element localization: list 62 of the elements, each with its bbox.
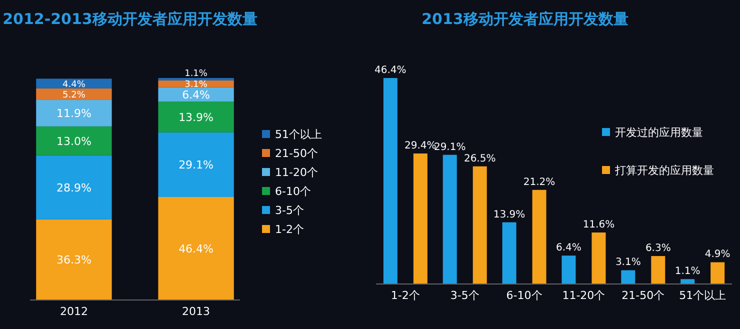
legend-label: 11-20个 [275, 166, 318, 179]
bar [710, 262, 725, 284]
x-tick-label: 51个以上 [679, 289, 726, 302]
data-label: 11.6% [582, 220, 615, 230]
data-label: 26.5% [464, 153, 496, 164]
data-label: 28.9% [56, 181, 92, 194]
legend-label: 1-2个 [275, 223, 304, 236]
bar [621, 270, 636, 284]
bar [158, 80, 234, 88]
legend-label: 6-10个 [275, 185, 311, 198]
bar [562, 256, 576, 284]
bar [158, 102, 234, 132]
x-tick-label: 3-5个 [450, 289, 480, 302]
data-label: 3.1% [615, 257, 641, 268]
legend-label: 21-50个 [275, 147, 318, 160]
data-label: 3.1% [184, 80, 208, 90]
bar [680, 279, 695, 284]
data-label: 5.2% [62, 90, 86, 100]
bar [36, 78, 112, 88]
bar [532, 190, 546, 284]
legend-label: 打算开发的应用数量 [614, 164, 714, 177]
data-label: 1.1% [674, 266, 700, 278]
x-tick-label: 2012 [60, 305, 88, 318]
legend-label: 3-5个 [275, 204, 304, 217]
x-tick-label: 21-50个 [622, 289, 665, 302]
x-tick-label: 11-20个 [562, 289, 606, 302]
data-label: 13.9% [493, 209, 526, 220]
data-label: 13.0% [56, 134, 92, 148]
x-tick-label: 2013 [182, 305, 210, 318]
data-label: 46.4% [374, 65, 406, 76]
chart-title: 2013移动开发者应用开发数量 [422, 10, 628, 28]
bar [36, 88, 112, 100]
x-tick-label: 6-10个 [506, 289, 542, 302]
bar [383, 78, 398, 284]
bar [36, 100, 112, 126]
bar [442, 154, 457, 284]
bar [36, 219, 112, 300]
data-label: 29.1% [178, 158, 214, 172]
data-label: 36.3% [56, 254, 92, 267]
bar [158, 132, 234, 197]
data-label: 46.4% [178, 242, 214, 256]
data-label: 21.2% [523, 176, 556, 188]
bar [472, 166, 487, 284]
data-label: 6.3% [645, 243, 671, 254]
legend-label: 51个以上 [275, 128, 322, 141]
x-tick-label: 1-2个 [390, 289, 420, 302]
bar [36, 126, 112, 156]
bar [651, 256, 666, 284]
bar [502, 222, 516, 284]
data-label: 4.9% [704, 249, 730, 260]
data-label: 6.4% [556, 242, 582, 254]
bar [413, 153, 428, 284]
data-label: 13.9% [178, 110, 214, 124]
data-label: 1.1% [184, 69, 208, 79]
chart-title: 2012-2013移动开发者应用开发数量 [2, 10, 258, 28]
bar [36, 155, 112, 220]
bar [158, 196, 234, 300]
data-label: 4.4% [62, 80, 86, 90]
bar [592, 232, 606, 284]
data-label: 11.9% [56, 107, 92, 120]
legend-label: 开发过的应用数量 [615, 126, 703, 139]
data-label: 6.4% [182, 88, 210, 102]
